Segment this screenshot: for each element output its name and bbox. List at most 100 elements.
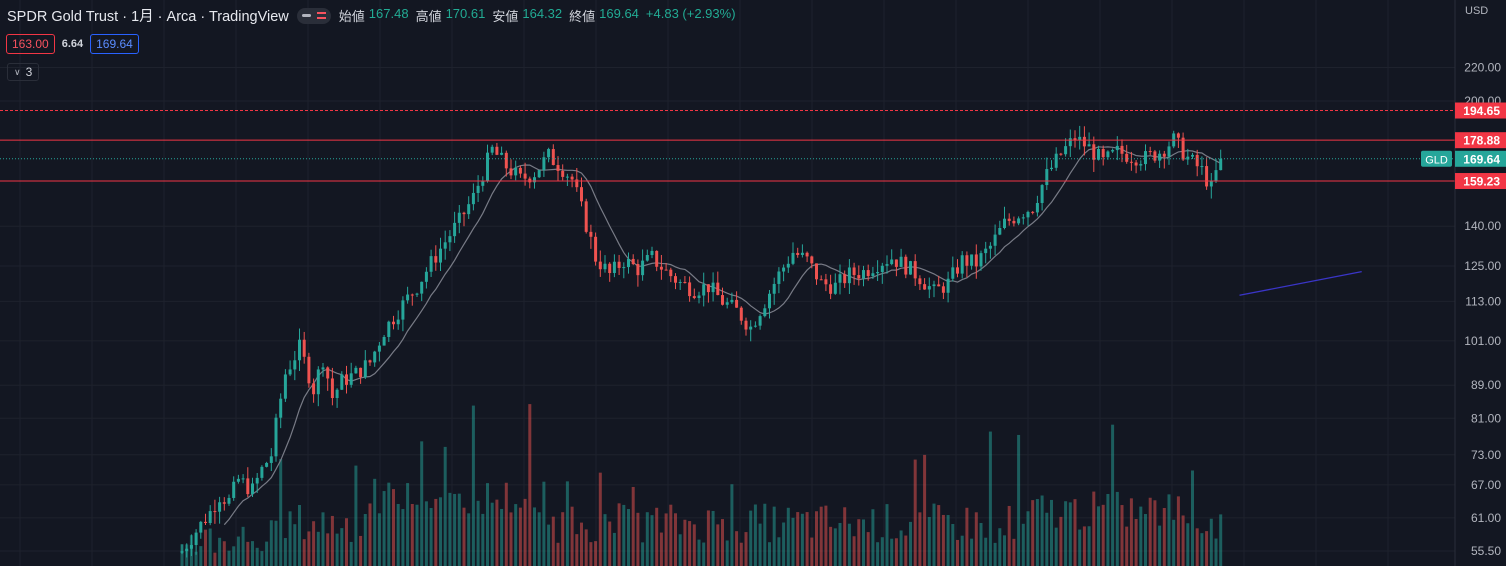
candle-body (518, 167, 522, 174)
candle-body (946, 278, 950, 293)
chevron-down-icon: ∨ (14, 66, 21, 77)
candle-body (702, 284, 706, 296)
candle-body (1115, 145, 1119, 151)
price-level-badge (1455, 173, 1506, 190)
candle-body (960, 255, 964, 274)
volume-bar (1073, 499, 1077, 566)
volume-bar (871, 509, 875, 566)
volume-bar (956, 539, 959, 566)
candle-body (1092, 144, 1096, 160)
candle-body (796, 252, 800, 255)
candle-body (603, 263, 607, 270)
candle-body (683, 282, 687, 284)
candle-body (847, 267, 851, 284)
candle-body (241, 478, 245, 480)
candle-body (359, 367, 363, 378)
ohlc-values: 始値 167.48 高値 170.61 安値 164.32 終値 169.64 +4.8… (339, 6, 739, 25)
volume-bar (246, 541, 250, 566)
volume-bar (749, 510, 753, 566)
candle-body (650, 250, 654, 256)
currency-label[interactable]: USD (1465, 5, 1489, 17)
volume-bar (1007, 505, 1011, 566)
volume-bar (514, 504, 518, 566)
high-value: 170.61 (445, 6, 486, 21)
candle-body (1073, 138, 1077, 141)
indicators-toggle[interactable]: ∨ 3 (7, 63, 40, 81)
volume-bar (1106, 493, 1110, 566)
volume-bar (434, 498, 438, 566)
candle-body (862, 270, 865, 279)
volume-bar (260, 551, 264, 566)
candle-body (894, 259, 898, 267)
trade-buttons: 163.00 6.64 169.64 (6, 34, 139, 54)
candle-body (880, 265, 884, 273)
candle-body (1134, 162, 1138, 166)
candle-body (956, 267, 959, 274)
candle-body (575, 179, 579, 188)
volume-bar (725, 540, 729, 566)
volume-bar (1097, 506, 1100, 566)
change-value: +4.83 (+2.93%) (645, 6, 736, 21)
candle-body (523, 173, 527, 179)
candle-body (692, 296, 696, 299)
price-axis-tick: 81.00 (1471, 411, 1501, 425)
volume-bar (457, 493, 461, 566)
volume-bar (504, 482, 508, 566)
candle-body (298, 339, 301, 361)
volume-bar (753, 504, 757, 566)
price-level-badge (1455, 132, 1506, 149)
volume-bar (269, 520, 273, 566)
volume-bar (1153, 500, 1157, 566)
volume-bar (462, 507, 466, 566)
volume-bar (730, 484, 734, 566)
candle-body (354, 367, 358, 374)
candle-body (1162, 153, 1166, 157)
volume-bar (204, 529, 207, 566)
volume-bar (674, 513, 677, 566)
volume-bar (984, 537, 988, 566)
price-axis-tick: 220.00 (1464, 61, 1501, 75)
candle-body (1205, 166, 1209, 187)
volume-bar (1195, 528, 1199, 566)
moving-average-line (223, 146, 1221, 526)
candle-body (387, 321, 391, 337)
volume-bar (894, 538, 898, 566)
candle-body (815, 263, 818, 280)
close-value: 169.64 (599, 6, 639, 21)
buy-button[interactable]: 169.64 (90, 34, 139, 54)
candle-body (1214, 170, 1218, 181)
volume-bar (744, 532, 748, 566)
volume-bar (1158, 525, 1162, 566)
sell-button[interactable]: 163.00 (6, 34, 55, 54)
volume-bar (1040, 495, 1044, 566)
candle-body (307, 356, 311, 384)
volume-bar (899, 530, 903, 566)
candle-body (316, 369, 320, 395)
price-level-badge (1455, 102, 1506, 119)
candle-body (1031, 211, 1035, 213)
candle-body (542, 157, 546, 171)
symbol-title[interactable]: SPDR Gold Trust · 1月 · Arca · TradingVie… (7, 9, 289, 25)
candle-body (490, 146, 494, 153)
volume-bar (453, 493, 457, 566)
volume-bar (1139, 506, 1143, 566)
volume-bar (1087, 526, 1091, 566)
candle-body (194, 532, 198, 546)
volume-bar (608, 521, 612, 566)
volume-bar (1129, 498, 1133, 566)
candle-body (800, 252, 804, 255)
volume-bar (777, 537, 781, 566)
volume-bar (500, 508, 504, 566)
chart-style-toggle[interactable] (296, 7, 331, 24)
volume-bar (650, 515, 654, 566)
volume-bar (523, 498, 527, 566)
volume-bar (1082, 526, 1086, 566)
candle-body (274, 417, 278, 457)
candle-body (1200, 166, 1204, 168)
candle-body (1167, 146, 1171, 157)
volume-bar (180, 544, 184, 566)
volume-bar (829, 526, 833, 566)
volume-bar (194, 551, 198, 566)
